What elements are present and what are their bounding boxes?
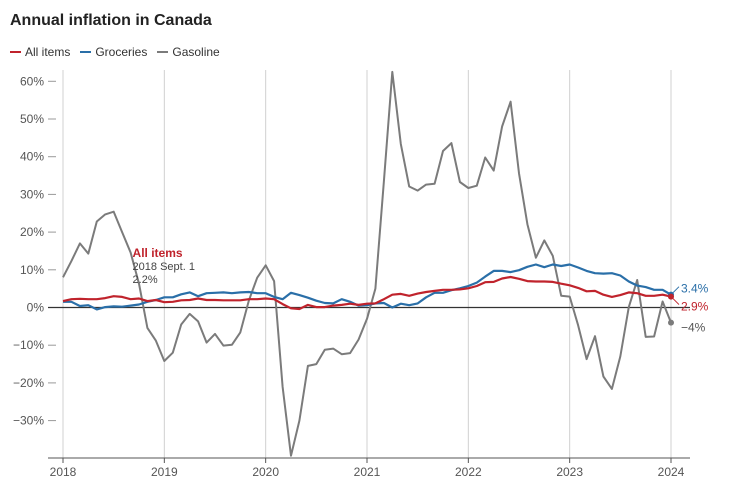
y-tick-label: 30% (20, 187, 44, 201)
legend-swatch-groceries (80, 50, 92, 54)
end-label-all-items: 2.9% (681, 300, 709, 314)
x-tick-label: 2024 (658, 465, 685, 479)
y-tick-label: −30% (13, 414, 44, 428)
legend-label-all-items: All items (25, 45, 71, 59)
x-tick-label: 2019 (151, 465, 178, 479)
legend-swatch-gasoline (157, 50, 169, 54)
y-tick-label: −20% (13, 376, 44, 390)
legend: All items Groceries Gasoline (10, 44, 230, 60)
series-line-gasoline (62, 70, 672, 457)
legend-label-gasoline: Gasoline (172, 45, 220, 59)
y-tick-label: −10% (13, 338, 44, 352)
annotation-value: 2.2% (133, 274, 158, 286)
x-tick-label: 2022 (455, 465, 482, 479)
y-tick-label: 50% (20, 112, 44, 126)
y-axis-labels: 60% 50% 40% 30% 20% 10% 0% −10% −20% −30% (13, 74, 56, 428)
x-tick-label: 2023 (556, 465, 583, 479)
legend-item-groceries: Groceries (80, 45, 147, 59)
legend-item-all-items: All items (10, 45, 70, 59)
series-line-all-items (62, 275, 672, 311)
y-tick-label: 60% (20, 74, 44, 88)
annotation: All items 2018 Sept. 1 2.2% (133, 246, 195, 286)
end-markers (668, 286, 680, 326)
legend-label-groceries: Groceries (95, 45, 148, 59)
x-axis: 2018 2019 2020 2021 2022 2023 2024 (48, 457, 690, 479)
y-tick-label: 10% (20, 263, 44, 277)
legend-swatch-all-items (10, 50, 21, 54)
x-tick-label: 2020 (252, 465, 279, 479)
end-leader-groceries (672, 286, 680, 294)
end-leader-all-items (672, 298, 680, 305)
legend-item-gasoline: Gasoline (157, 45, 220, 59)
x-tick-label: 2018 (50, 465, 77, 479)
y-tick-label: 20% (20, 225, 44, 239)
x-tick-label: 2021 (354, 465, 381, 479)
y-tick-label: 40% (20, 150, 44, 164)
chart-title: Annual inflation in Canada (10, 12, 212, 29)
end-marker-gasoline (668, 319, 674, 326)
y-tick-label: 0% (27, 301, 45, 315)
series-lines (62, 70, 672, 457)
series-line-groceries (63, 263, 672, 311)
end-label-gasoline: −4% (681, 321, 706, 335)
annotation-date: 2018 Sept. 1 (133, 261, 195, 273)
end-marker-all-items (668, 293, 674, 300)
end-label-groceries: 3.4% (681, 282, 709, 296)
annotation-title: All items (133, 246, 183, 260)
